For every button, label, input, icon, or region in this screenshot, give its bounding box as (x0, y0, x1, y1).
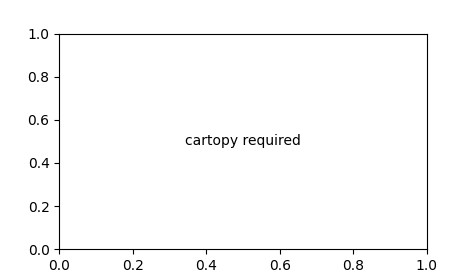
Text: cartopy required: cartopy required (185, 134, 301, 148)
